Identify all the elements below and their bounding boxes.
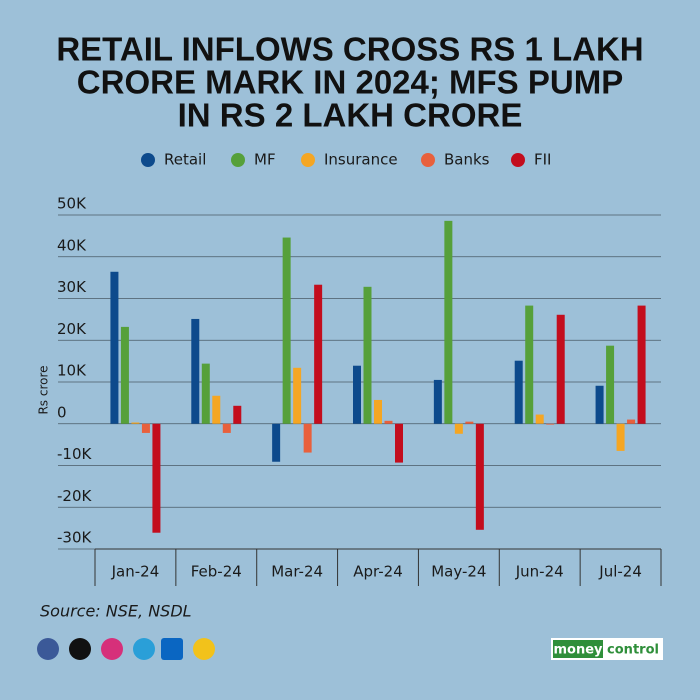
source: Source: NSE, NSDL <box>40 602 192 621</box>
bar <box>595 385 604 424</box>
x-tick-label: Jan-24 <box>111 563 160 581</box>
x-tick-label: Feb-24 <box>191 563 242 581</box>
x-tick-label: Apr-24 <box>353 563 403 581</box>
bar <box>152 423 161 533</box>
legend-marker <box>421 153 435 167</box>
bar <box>120 326 129 424</box>
y-tick-label: 20K <box>57 320 87 338</box>
logo-text: money <box>553 643 603 658</box>
bar <box>110 271 119 424</box>
bar <box>627 419 636 424</box>
y-tick-label: 30K <box>57 278 87 296</box>
y-axis-label: Rs crore <box>37 365 51 414</box>
linkedin-icon[interactable] <box>161 638 183 660</box>
bar <box>131 422 140 424</box>
bar <box>454 423 463 434</box>
legend-marker <box>511 153 525 167</box>
chart-title: RETAIL INFLOWS CROSS RS 1 LAKH <box>56 31 643 68</box>
y-tick-label: -20K <box>57 487 92 505</box>
legend-label: Insurance <box>324 151 398 169</box>
legend-label: Banks <box>444 151 490 169</box>
chart-title: IN RS 2 LAKH CRORE <box>178 97 523 134</box>
legend-marker <box>301 153 315 167</box>
x-tick-label: Mar-24 <box>271 563 323 581</box>
bar <box>433 379 442 424</box>
bar <box>535 414 544 424</box>
x-tick-label: May-24 <box>431 563 486 581</box>
facebook-icon[interactable] <box>37 638 59 660</box>
bar <box>141 423 150 433</box>
instagram-icon[interactable] <box>101 638 123 660</box>
x-tick-label: Jul-24 <box>598 563 642 581</box>
bar <box>444 220 453 424</box>
bar <box>212 395 221 424</box>
bar <box>465 421 474 424</box>
bar <box>384 420 393 424</box>
bar <box>606 345 615 424</box>
social-icons <box>37 638 215 660</box>
chart-title: CRORE MARK IN 2024; MFS PUMP <box>77 64 623 101</box>
snapchat-icon[interactable] <box>193 638 215 660</box>
bar <box>233 405 242 424</box>
bar <box>353 365 361 424</box>
bar <box>191 318 200 424</box>
bar <box>282 237 291 424</box>
logo-text: control <box>607 643 659 658</box>
legend-label: FII <box>534 151 551 169</box>
bar <box>293 367 302 424</box>
bar <box>475 423 484 530</box>
logo-green <box>553 640 603 658</box>
bar <box>363 286 372 424</box>
y-tick-label: 50K <box>57 195 87 213</box>
bar <box>525 305 534 424</box>
bar <box>374 399 382 424</box>
legend-marker <box>231 153 245 167</box>
telegram-icon[interactable] <box>133 638 155 660</box>
legend-label: MF <box>254 151 276 169</box>
bar <box>303 423 312 453</box>
x-tick-label: Jun-24 <box>515 563 564 581</box>
bar <box>272 423 281 462</box>
bar <box>616 423 625 451</box>
bar <box>222 423 231 433</box>
y-tick-label: 40K <box>57 236 87 254</box>
bar <box>637 305 646 424</box>
y-tick-label: 0 <box>57 403 67 421</box>
bar <box>314 284 323 424</box>
y-tick-label: -30K <box>57 529 92 547</box>
y-tick-label: -10K <box>57 445 92 463</box>
x-icon[interactable] <box>69 638 91 660</box>
legend-label: Retail <box>164 151 206 169</box>
bar <box>395 423 403 463</box>
bar <box>201 363 210 424</box>
y-tick-label: 10K <box>57 362 87 380</box>
bar <box>546 423 555 425</box>
bar <box>556 314 565 424</box>
bar <box>514 360 523 424</box>
legend-marker <box>141 153 155 167</box>
